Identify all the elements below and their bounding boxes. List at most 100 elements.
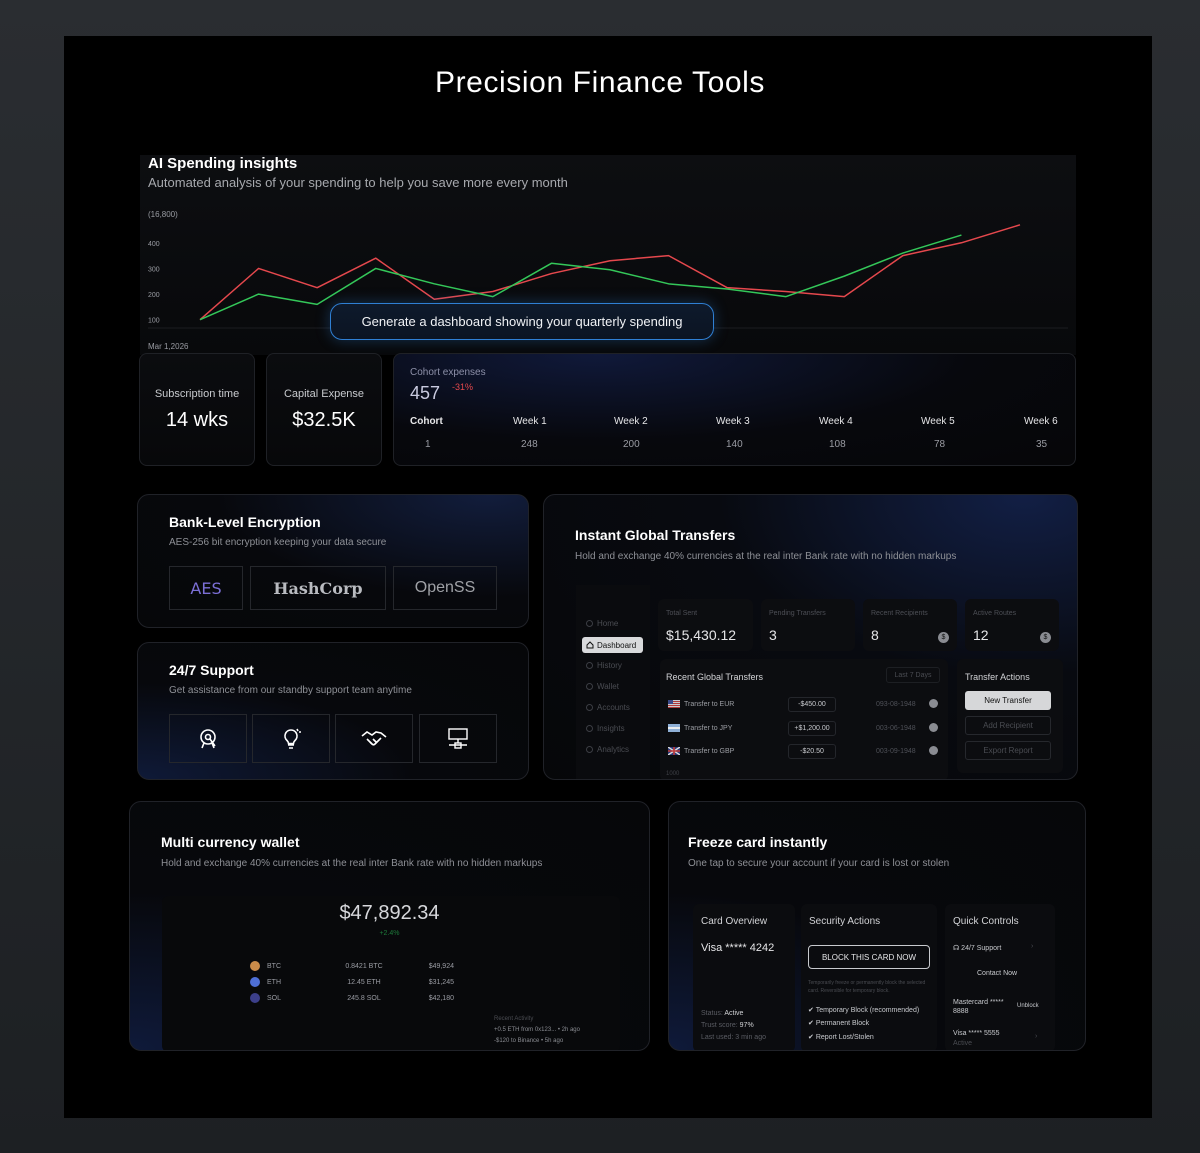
status-icon (929, 723, 938, 732)
add-recipient-button[interactable]: Add Recipient (965, 716, 1051, 735)
nav-dashboard-label: Dashboard (597, 640, 637, 650)
security-actions-panel: Security Actions BLOCK THIS CARD NOW Tem… (801, 904, 937, 1050)
recent-footer: 1000 (666, 771, 680, 777)
recent-transfers-filter[interactable]: Last 7 Days (886, 667, 940, 683)
transfer-name: Transfer to GBP (684, 748, 735, 755)
nav-analytics-label: Analytics (597, 745, 630, 754)
cohort-expenses-card: Cohort expenses 457 -31% Cohort Week 1 W… (393, 353, 1076, 466)
transfer-date: 093-08-1948 (876, 701, 916, 708)
cohort-header: Week 4 (819, 416, 853, 427)
option-label: Report Lost/Stolen (815, 1034, 874, 1041)
subscription-time-value: 14 wks (165, 409, 229, 431)
multi-currency-wallet-card: Multi currency wallet Hold and exchange … (129, 801, 650, 1051)
recent-transfers-title: Recent Global Transfers (666, 672, 764, 682)
nav-home-label: Home (597, 619, 619, 628)
coin-symbol: ETH (267, 979, 281, 986)
home-icon (586, 620, 593, 627)
nav-insights-label: Insights (597, 724, 625, 733)
option-permanent-block[interactable]: ✔ Permanent Block (808, 1019, 869, 1027)
table-row[interactable]: Transfer to EUR -$450.00 093-08-1948 (666, 697, 940, 713)
block-note: Temporarily freeze or permanently block … (808, 980, 926, 994)
option-label: Temporary Block (recommended) (815, 1007, 920, 1014)
nav-analytics[interactable]: Analytics (586, 745, 629, 754)
cohort-expenses-value: 457 (410, 383, 441, 403)
status-icon (929, 699, 938, 708)
support-button-label: 24/7 Support (961, 945, 1002, 952)
recent-recipients-value: 8 (871, 627, 879, 643)
wallet-icon (586, 683, 593, 690)
wallet-total: $47,892.34 (339, 902, 440, 924)
check-icon: ✔ (808, 1034, 816, 1041)
nav-history[interactable]: History (586, 661, 622, 670)
export-report-button[interactable]: Export Report (965, 741, 1051, 760)
openss-logo: OpenSS (393, 566, 497, 610)
visa-item-status: Active (953, 1040, 973, 1047)
list-item[interactable]: SOL 245.8 SOL $42,180 (250, 993, 454, 1005)
transfer-amount: -$20.50 (788, 744, 836, 759)
transfer-actions-title: Transfer Actions (965, 672, 1030, 682)
cohort-header: Week 5 (921, 416, 955, 427)
handshake-icon (335, 714, 413, 763)
list-item[interactable]: BTC 0.8421 BTC $49,924 (250, 961, 454, 973)
trust-score: Trust score: 97% (701, 1022, 754, 1029)
headset-icon: ☊ (953, 945, 962, 952)
nav-dashboard[interactable]: Dashboard (582, 637, 643, 653)
cohort-header: Week 3 (716, 416, 750, 427)
wallet-subtitle: Hold and exchange 40% currencies at the … (161, 858, 543, 869)
check-icon: ✔ (808, 1007, 816, 1014)
cohort-expenses-change: -31% (452, 382, 474, 392)
y-axis-label: (16,800) (148, 210, 178, 219)
wallet-preview (162, 896, 620, 1050)
nav-insights[interactable]: Insights (586, 724, 625, 733)
nav-accounts[interactable]: Accounts (586, 703, 630, 712)
last-used: Last used: 3 min ago (701, 1034, 766, 1041)
coin-amount: 245.8 SOL (347, 995, 381, 1002)
global-transfers-card: Instant Global Transfers Hold and exchan… (543, 494, 1078, 780)
contact-now-button[interactable]: Contact Now (977, 970, 1018, 977)
sol-icon (250, 993, 260, 1003)
support-button[interactable]: ☊ 24/7 Support (953, 944, 1001, 952)
capital-expense-label: Capital Expense (283, 388, 365, 400)
freeze-subtitle: One tap to secure your account if your c… (688, 858, 950, 869)
cohort-value: 35 (1036, 439, 1048, 450)
pending-transfers-stat: Pending Transfers 3 (761, 599, 855, 651)
mastercard-item: Mastercard ***** 8888 (953, 999, 1004, 1015)
table-row[interactable]: Transfer to JPY +$1,200.00 003-06-1948 (666, 721, 940, 737)
total-sent-label: Total Sent (666, 610, 698, 617)
aes-logo-text: AES (190, 578, 222, 598)
quick-controls-panel: Quick Controls ☊ 24/7 Support › Contact … (945, 904, 1055, 1050)
activity-item: +0.5 ETH from 0x123... • 2h ago (494, 1027, 580, 1033)
transfer-amount: +$1,200.00 (788, 721, 836, 736)
option-temporary-block[interactable]: ✔ Temporary Block (recommended) (808, 1006, 919, 1014)
visa-item: Visa ***** 5555 (953, 1030, 1000, 1037)
nav-home[interactable]: Home (586, 619, 618, 628)
quick-controls-title: Quick Controls (953, 916, 1019, 927)
cohort-expenses-label: Cohort expenses (410, 367, 486, 378)
new-transfer-button[interactable]: New Transfer (965, 691, 1051, 710)
coin-usd: $31,245 (428, 979, 454, 986)
chevron-right-icon: › (1031, 943, 1034, 950)
table-row[interactable]: Transfer to GBP -$20.50 003-09-1948 (666, 744, 940, 760)
card-status: Status: Active (701, 1010, 743, 1017)
dollar-icon: $ (938, 632, 949, 643)
ai-insights-title: AI Spending insights (148, 155, 298, 172)
series-line-1 (199, 224, 1021, 321)
nav-wallet[interactable]: Wallet (586, 682, 619, 691)
list-item[interactable]: ETH 12.45 ETH $31,245 (250, 977, 454, 989)
analytics-icon (586, 746, 593, 753)
coin-amount: 12.45 ETH (347, 979, 381, 986)
recent-recipients-stat: Recent Recipients 8 $ (863, 599, 957, 651)
block-card-button[interactable]: BLOCK THIS CARD NOW (808, 945, 930, 969)
unblock-button[interactable]: Unblock (1017, 1003, 1039, 1009)
trust-score-label: Trust score: (701, 1022, 738, 1029)
recent-recipients-label: Recent Recipients (871, 610, 928, 617)
history-icon (586, 662, 593, 669)
transfers-sidebar: Home Dashboard History Wallet Accounts I… (576, 585, 650, 779)
security-actions-title: Security Actions (809, 916, 881, 927)
option-report-lost[interactable]: ✔ Report Lost/Stolen (808, 1033, 874, 1041)
transfer-name: Transfer to EUR (684, 701, 735, 708)
trust-score-value: 97% (739, 1022, 754, 1029)
generate-dashboard-prompt[interactable]: Generate a dashboard showing your quarte… (330, 303, 714, 340)
accounts-icon (586, 704, 593, 711)
y-tick-label: 100 (148, 318, 160, 325)
